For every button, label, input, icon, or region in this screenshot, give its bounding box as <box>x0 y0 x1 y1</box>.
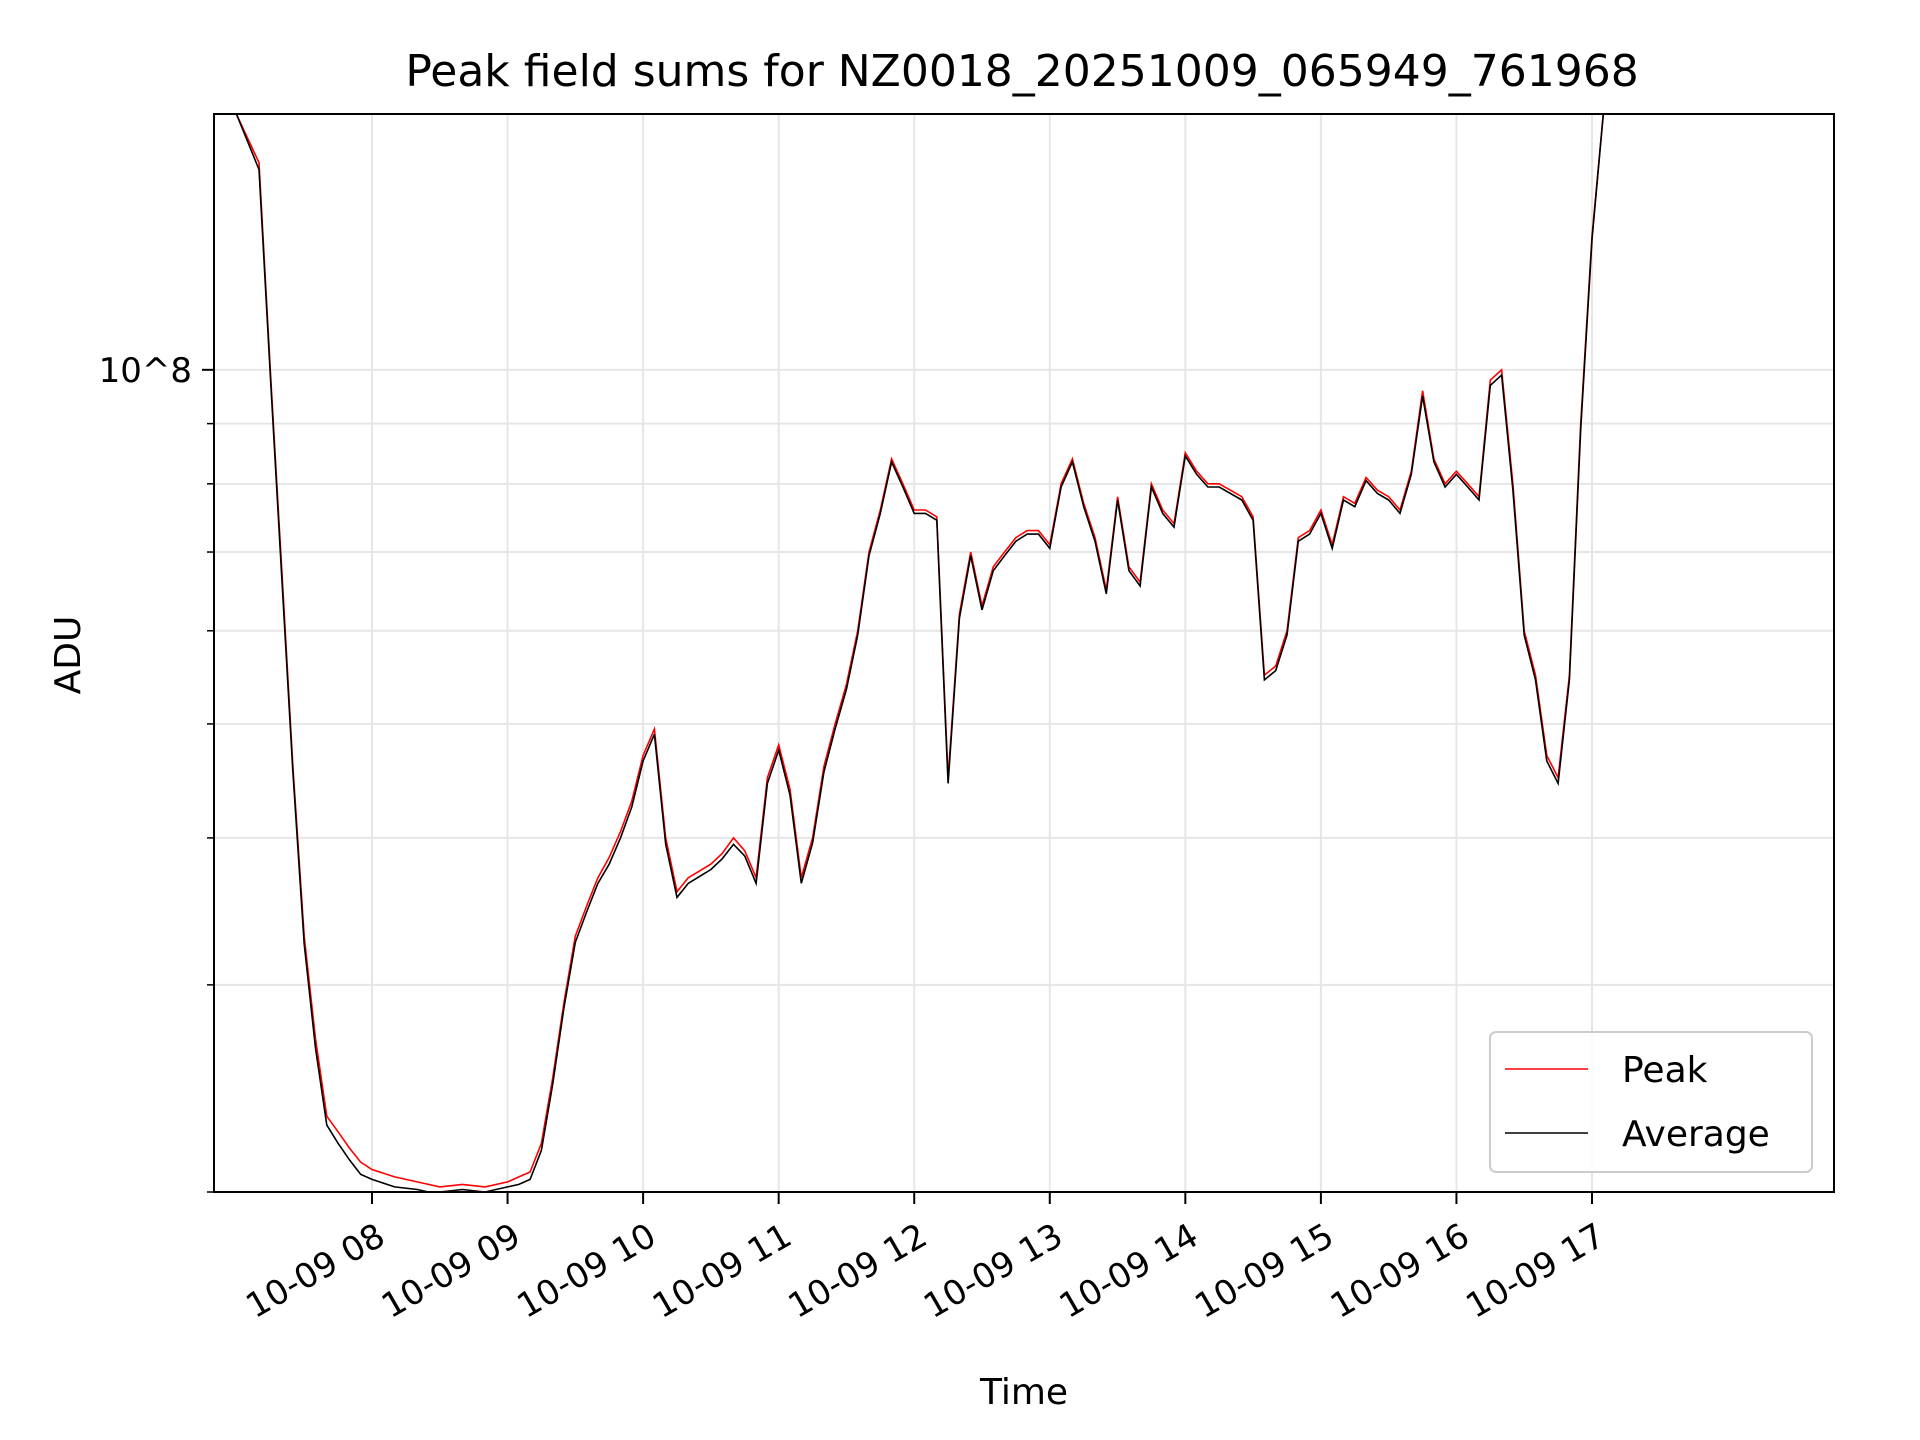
series-lines <box>235 113 1605 1193</box>
y-tick-label: 10^8 <box>99 351 192 391</box>
legend-box <box>1489 1031 1813 1173</box>
x-axis-title: Time <box>979 1372 1068 1413</box>
chart-title: Peak field sums for NZ0018_20251009_0659… <box>405 46 1638 97</box>
legend-label-average: Average <box>1622 1114 1770 1155</box>
series-line-average <box>235 113 1605 1193</box>
y-axis-ticks: 10^8 <box>99 351 214 1193</box>
plot-frame <box>213 113 1835 1193</box>
legend-label-peak: Peak <box>1622 1050 1708 1091</box>
legend: Peak Average <box>1489 1031 1813 1173</box>
y-axis-title: ADU <box>48 616 89 695</box>
